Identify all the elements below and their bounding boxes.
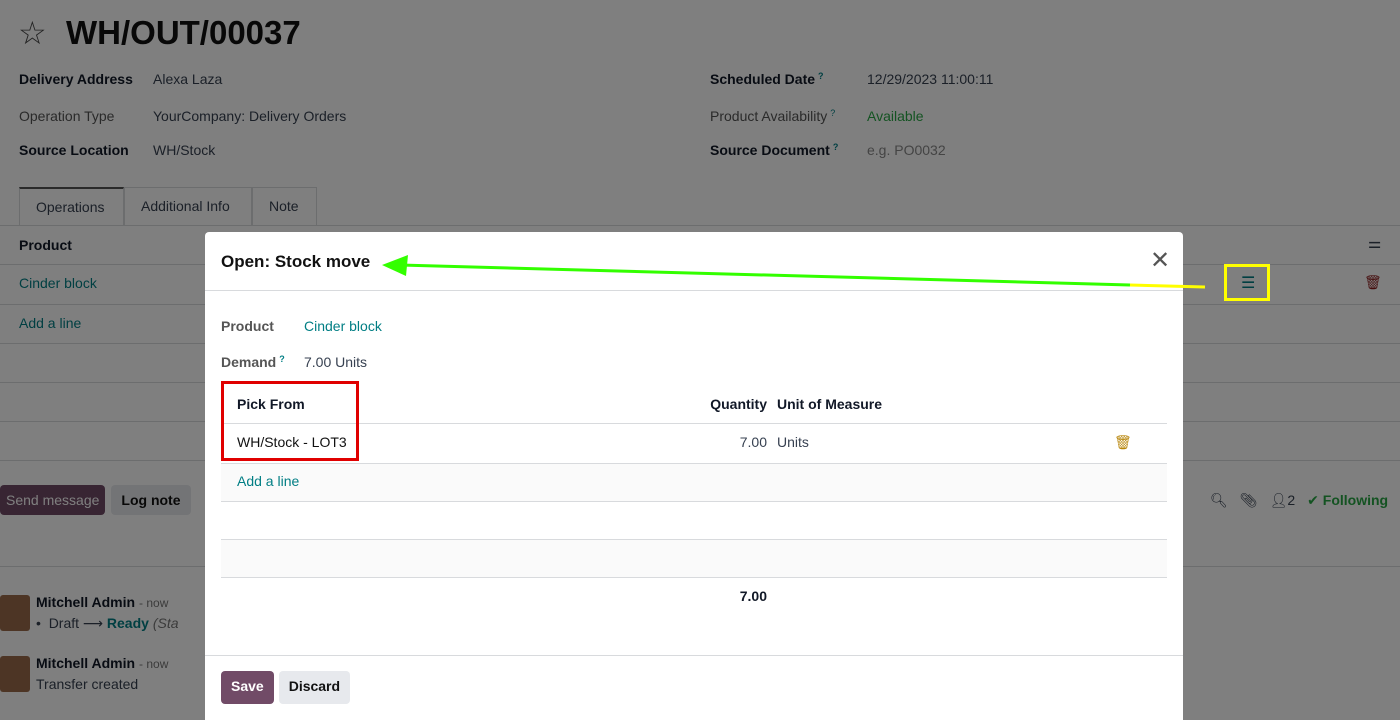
annotation-highlight-box xyxy=(1224,264,1270,301)
quantity-total: 7.00 xyxy=(739,588,767,604)
annotation-highlight-box xyxy=(221,381,359,461)
pick-from-cell[interactable]: WH/Stock - LOT3 xyxy=(237,434,347,450)
add-line-row: Add a line xyxy=(221,464,1167,502)
pick-from-column-header[interactable]: Pick From xyxy=(237,396,305,412)
product-label: Product xyxy=(221,318,274,334)
dialog-footer-divider xyxy=(205,655,1183,656)
add-line-link[interactable]: Add a line xyxy=(237,473,300,489)
quantity-column-header[interactable]: Quantity xyxy=(710,396,767,412)
move-lines-header: Pick From Quantity Unit of Measure xyxy=(221,383,1167,424)
product-value[interactable]: Cinder block xyxy=(304,318,382,334)
uom-column-header[interactable]: Unit of Measure xyxy=(777,396,883,412)
quantity-cell[interactable]: 7.00 xyxy=(739,434,767,450)
dialog-title: Open: Stock move xyxy=(221,252,371,271)
dialog-footer-buttons: Save Discard xyxy=(221,671,351,704)
close-icon[interactable]: ✕ xyxy=(1150,247,1171,274)
demand-field: Demand? 7.00 Units xyxy=(221,354,367,370)
demand-value: 7.00 Units xyxy=(304,354,368,370)
demand-label: Demand? xyxy=(221,354,285,370)
empty-row xyxy=(221,502,1167,540)
stock-move-dialog: Open: Stock move ✕ Product Cinder block … xyxy=(205,232,1183,720)
table-row[interactable]: WH/Stock - LOT3 7.00 Units 🗑 xyxy=(221,424,1167,464)
product-field: Product Cinder block xyxy=(221,318,382,334)
dialog-header: Open: Stock move ✕ xyxy=(205,232,1183,291)
delete-trash-icon[interactable]: 🗑 xyxy=(1114,434,1132,450)
save-button[interactable]: Save xyxy=(221,671,274,704)
uom-cell[interactable]: Units xyxy=(777,434,809,450)
discard-button[interactable]: Discard xyxy=(278,671,351,704)
empty-row xyxy=(221,540,1167,578)
